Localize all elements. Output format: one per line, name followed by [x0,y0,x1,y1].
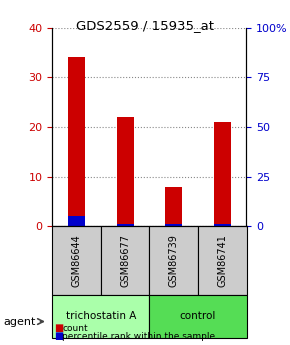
Text: trichostatin A: trichostatin A [66,312,136,321]
Text: control: control [180,312,216,321]
Bar [165,224,182,226]
Text: GSM86741: GSM86741 [217,234,227,287]
FancyBboxPatch shape [149,226,198,295]
FancyBboxPatch shape [52,295,149,338]
Bar [117,224,134,226]
Text: GDS2559 / 15935_at: GDS2559 / 15935_at [76,19,214,32]
Text: percentile rank within the sample: percentile rank within the sample [62,332,215,341]
FancyBboxPatch shape [101,226,149,295]
Text: GSM86739: GSM86739 [169,234,179,287]
FancyBboxPatch shape [149,295,246,338]
Text: count: count [62,324,88,333]
Bar [117,117,134,226]
Bar [214,122,231,226]
FancyBboxPatch shape [198,226,246,295]
Text: ■: ■ [54,331,63,341]
Bar [165,187,182,226]
Bar [214,224,231,226]
Text: ■: ■ [54,324,63,333]
Bar [68,57,85,226]
FancyBboxPatch shape [52,226,101,295]
Text: GSM86644: GSM86644 [72,234,81,287]
Text: agent: agent [3,317,35,326]
Bar [68,216,85,226]
Text: GSM86677: GSM86677 [120,234,130,287]
